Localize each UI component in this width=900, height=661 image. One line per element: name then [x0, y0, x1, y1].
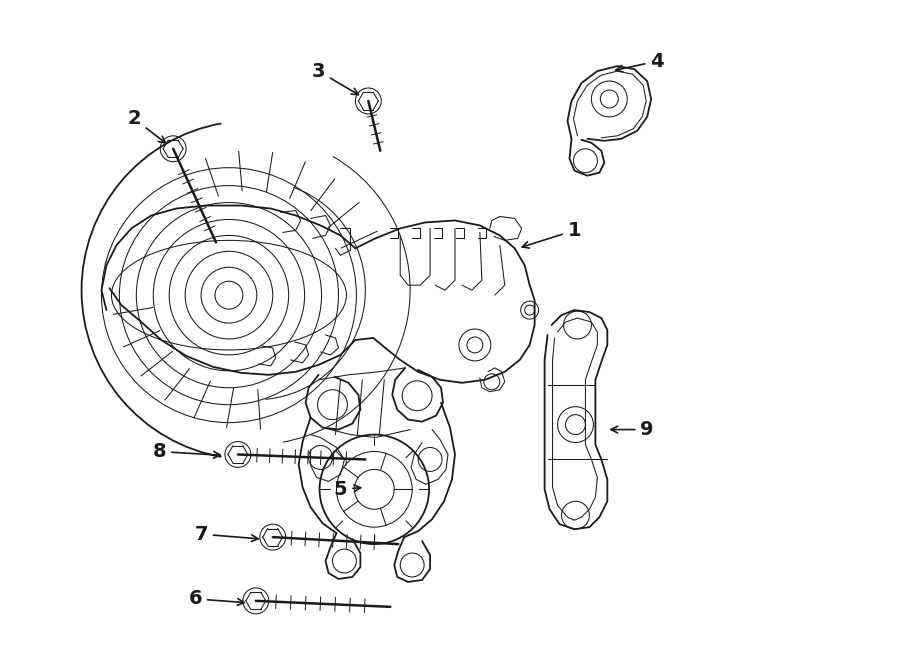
Text: 9: 9	[611, 420, 654, 439]
Text: 5: 5	[334, 480, 361, 499]
Text: 8: 8	[152, 442, 220, 461]
Text: 2: 2	[128, 109, 166, 143]
Text: 1: 1	[522, 221, 581, 248]
Text: 3: 3	[311, 61, 358, 95]
Text: 7: 7	[194, 525, 258, 543]
Text: 6: 6	[188, 590, 244, 608]
Text: 4: 4	[616, 52, 664, 72]
